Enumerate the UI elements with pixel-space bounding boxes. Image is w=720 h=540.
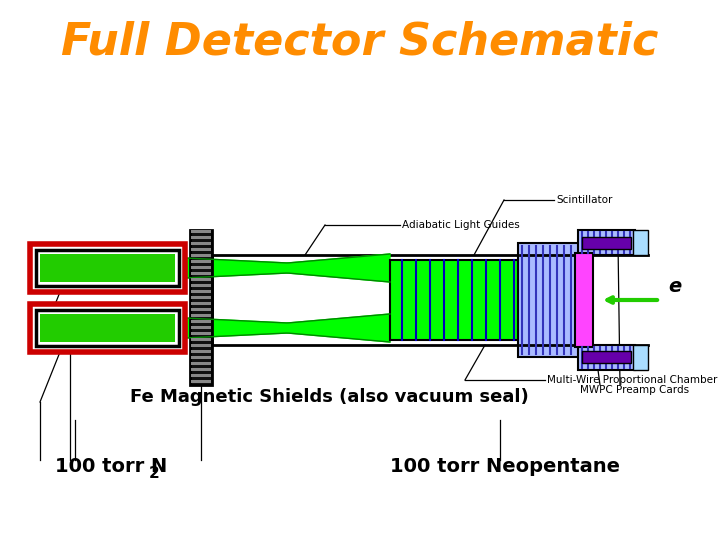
Bar	[191, 260, 211, 263]
Text: 100 torr N: 100 torr N	[55, 457, 167, 476]
Bar	[40, 254, 175, 282]
Text: Full Detector Schematic: Full Detector Schematic	[61, 21, 659, 64]
Bar	[191, 320, 211, 323]
Bar	[191, 266, 211, 269]
Text: 2: 2	[149, 466, 160, 481]
Bar	[191, 254, 211, 257]
Bar	[36, 310, 179, 346]
Text: PMT: PMT	[92, 321, 122, 334]
Bar	[40, 314, 175, 342]
Bar	[518, 243, 580, 357]
Bar	[30, 304, 185, 352]
Text: e: e	[668, 277, 681, 296]
Bar	[575, 253, 593, 347]
Text: -: -	[676, 278, 680, 291]
Bar	[191, 362, 211, 365]
Bar	[191, 284, 211, 287]
Text: PMT: PMT	[92, 261, 122, 274]
Bar	[191, 308, 211, 311]
Text: Fe Magnetic Shields (also vacuum seal): Fe Magnetic Shields (also vacuum seal)	[130, 388, 528, 406]
Polygon shape	[185, 254, 390, 282]
Bar	[191, 314, 211, 317]
Bar	[191, 302, 211, 305]
Polygon shape	[185, 314, 390, 342]
Bar	[36, 250, 179, 286]
Bar	[191, 338, 211, 341]
Bar	[191, 290, 211, 293]
Bar	[191, 236, 211, 239]
Bar	[191, 356, 211, 359]
Text: Adiabatic Light Guides: Adiabatic Light Guides	[402, 220, 520, 230]
Bar	[633, 230, 648, 255]
Bar	[582, 237, 631, 249]
Bar	[582, 351, 631, 363]
Bar	[390, 260, 518, 340]
Text: Multi-Wire Proportional Chamber: Multi-Wire Proportional Chamber	[547, 375, 717, 385]
Bar	[191, 278, 211, 281]
Bar	[578, 345, 635, 370]
Bar	[191, 272, 211, 275]
Bar	[191, 368, 211, 371]
Bar	[191, 326, 211, 329]
Bar	[578, 230, 635, 255]
Text: 100 torr Neopentane: 100 torr Neopentane	[390, 457, 620, 476]
Bar	[633, 345, 648, 370]
Text: MWPC Preamp Cards: MWPC Preamp Cards	[580, 385, 689, 395]
Bar	[191, 332, 211, 335]
Bar	[191, 230, 211, 233]
Bar	[191, 296, 211, 299]
Bar	[191, 374, 211, 377]
Bar	[191, 380, 211, 383]
Bar	[30, 244, 185, 292]
Bar	[190, 230, 212, 385]
Bar	[191, 344, 211, 347]
Bar	[191, 248, 211, 251]
Text: Scintillator: Scintillator	[556, 195, 613, 205]
Bar	[212, 255, 520, 345]
Bar	[191, 242, 211, 245]
Bar	[191, 350, 211, 353]
